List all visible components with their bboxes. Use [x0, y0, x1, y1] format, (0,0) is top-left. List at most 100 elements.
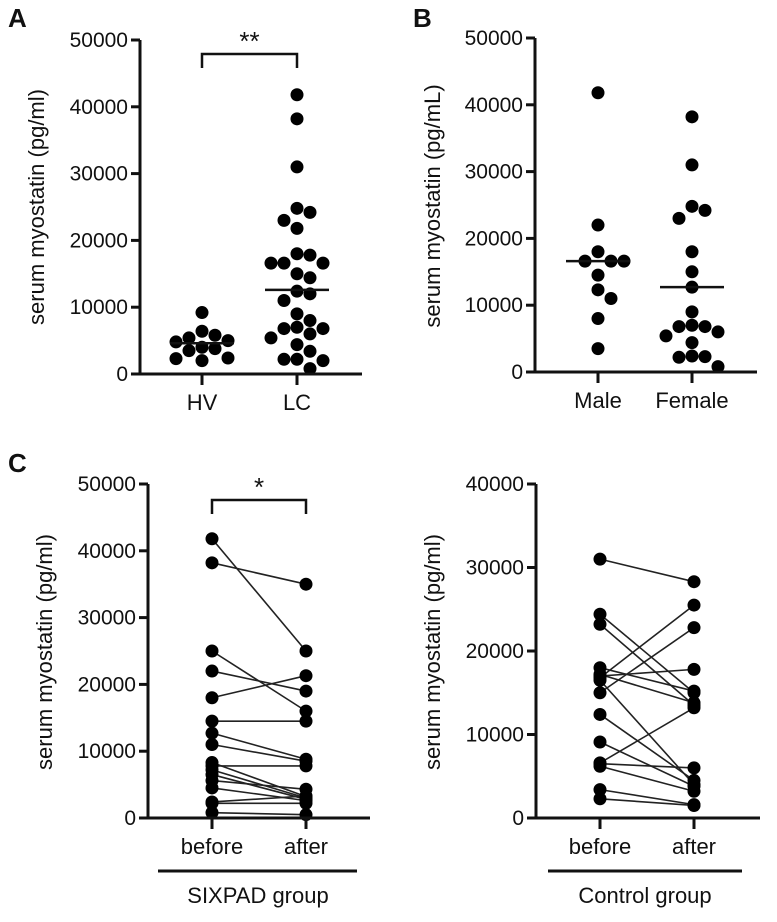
pair-line: [599, 668, 695, 677]
panel-letter-b: B: [413, 3, 432, 33]
significance-label: **: [239, 26, 259, 56]
data-point: [303, 205, 317, 219]
y-tick-label: 0: [511, 361, 523, 384]
group-label-control: Control group: [578, 883, 711, 908]
y-axis-label-b: serum myostatin (pg/mL): [420, 84, 445, 327]
y-axis-label-a: serum myostatin (pg/ml): [24, 89, 49, 325]
significance-bracket-a: **: [200, 26, 299, 68]
data-point: [698, 350, 712, 364]
data-point: [277, 294, 291, 308]
data-point: [316, 354, 330, 368]
data-point-after: [687, 621, 701, 635]
y-ticks-c-sixpad: 0 10000 20000 30000 40000 50000: [78, 473, 148, 830]
data-point-before: [205, 664, 219, 678]
data-point-before: [205, 726, 219, 740]
data-point: [290, 247, 304, 261]
data-point: [685, 305, 699, 319]
x-categories-a: HV LC: [187, 374, 311, 415]
data-point: [169, 352, 183, 366]
pair-line: [211, 773, 307, 801]
pair-line: [599, 707, 695, 764]
data-point-before: [205, 532, 219, 546]
y-tick-label: 30000: [466, 557, 524, 580]
pair-line: [211, 779, 307, 791]
x-categories-c-sixpad: before after: [181, 818, 328, 859]
data-point-before: [593, 792, 607, 806]
panel-c-sixpad: C serum myostatin (pg/ml) 0 10000 20000 300…: [8, 448, 370, 908]
data-point: [277, 256, 291, 270]
data-point-before: [205, 806, 219, 820]
pair-line: [599, 558, 695, 583]
data-point: [604, 292, 618, 306]
x-category-label: Male: [574, 388, 622, 413]
data-point-before: [593, 757, 607, 771]
pair-lines-c-sixpad: [211, 538, 307, 816]
y-tick-label: 0: [116, 363, 128, 386]
pair-line: [211, 811, 307, 816]
y-tick-label: 20000: [465, 227, 523, 250]
data-point: [182, 331, 196, 345]
panel-a: A serum myostatin (pg/ml) 0 10000 20000 300…: [8, 3, 362, 415]
x-category-label: before: [181, 834, 243, 859]
points-a: [169, 88, 330, 376]
data-point: [290, 320, 304, 334]
data-point: [195, 354, 209, 368]
x-categories-c-control: before after: [569, 818, 716, 859]
bracket-line: [210, 498, 308, 514]
y-tick-label: 30000: [465, 161, 523, 184]
data-point: [303, 344, 317, 358]
data-point-after: [299, 796, 313, 810]
y-tick-label: 30000: [70, 163, 128, 186]
data-point: [672, 350, 686, 364]
data-point: [303, 362, 317, 376]
x-category-label: after: [672, 834, 716, 859]
y-tick-label: 10000: [465, 294, 523, 317]
data-point: [685, 265, 699, 279]
y-tick-label: 30000: [78, 607, 136, 630]
panel-c-control: serum myostatin (pg/ml) 0 10000 20000 30000…: [420, 473, 760, 908]
y-tick-label: 20000: [466, 640, 524, 663]
points-c-control: [593, 552, 701, 812]
data-point-before: [593, 783, 607, 797]
data-point: [277, 352, 291, 366]
pair-line: [211, 732, 307, 760]
y-ticks-a: 0 10000 20000 30000 40000 50000: [70, 29, 140, 386]
y-tick-label: 50000: [78, 473, 136, 496]
data-point: [711, 360, 725, 374]
y-axis-label-c-control: serum myostatin (pg/ml): [420, 534, 445, 770]
data-point-after: [299, 704, 313, 718]
data-point-after: [299, 759, 313, 773]
bracket-line: [200, 52, 299, 68]
data-point: [208, 342, 222, 356]
data-point-before: [205, 691, 219, 705]
pair-line: [599, 604, 695, 679]
group-label-sixpad: SIXPAD group: [187, 883, 328, 908]
pair-line: [599, 765, 695, 793]
data-point: [672, 320, 686, 334]
data-point: [685, 199, 699, 213]
data-point: [591, 86, 605, 100]
data-point: [685, 318, 699, 332]
data-point: [591, 218, 605, 232]
data-point-after: [687, 761, 701, 775]
data-point-after: [299, 644, 313, 658]
data-point-before: [593, 686, 607, 700]
data-point: [290, 284, 304, 298]
data-point: [685, 110, 699, 124]
pair-line: [599, 623, 695, 706]
y-tick-label: 10000: [466, 724, 524, 747]
pair-line: [599, 679, 695, 786]
points-b: [566, 86, 725, 374]
data-point-before: [593, 552, 607, 566]
data-point: [290, 160, 304, 174]
data-point-before: [205, 714, 219, 728]
data-point: [591, 268, 605, 282]
pair-line: [599, 673, 695, 704]
x-category-label: LC: [283, 390, 311, 415]
data-point: [221, 334, 235, 348]
pair-line: [599, 741, 695, 787]
y-tick-label: 20000: [70, 229, 128, 252]
data-point: [303, 314, 317, 328]
data-point: [221, 351, 235, 365]
x-category-label: HV: [187, 390, 218, 415]
